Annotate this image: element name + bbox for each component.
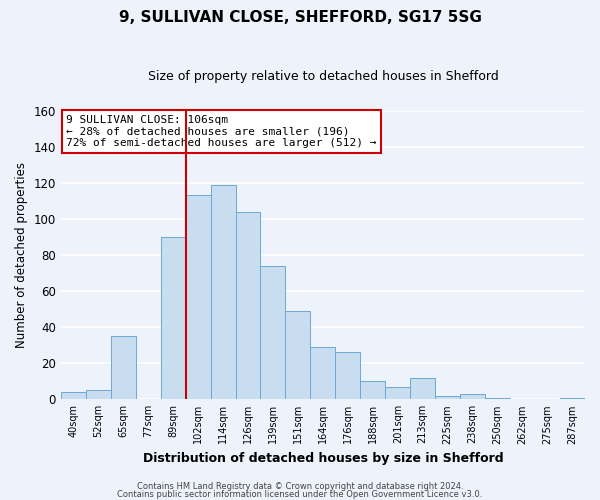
Bar xyxy=(435,396,460,400)
Bar xyxy=(485,398,510,400)
Bar xyxy=(410,378,435,400)
Bar xyxy=(335,352,361,400)
Bar xyxy=(236,212,260,400)
Bar xyxy=(86,390,111,400)
Bar xyxy=(185,196,211,400)
Text: Contains HM Land Registry data © Crown copyright and database right 2024.: Contains HM Land Registry data © Crown c… xyxy=(137,482,463,491)
Bar xyxy=(310,347,335,400)
Y-axis label: Number of detached properties: Number of detached properties xyxy=(15,162,28,348)
Bar xyxy=(286,311,310,400)
Bar xyxy=(260,266,286,400)
Text: Contains public sector information licensed under the Open Government Licence v3: Contains public sector information licen… xyxy=(118,490,482,499)
Bar xyxy=(211,184,236,400)
Bar xyxy=(560,398,585,400)
Text: 9, SULLIVAN CLOSE, SHEFFORD, SG17 5SG: 9, SULLIVAN CLOSE, SHEFFORD, SG17 5SG xyxy=(119,10,481,25)
Bar xyxy=(161,237,185,400)
X-axis label: Distribution of detached houses by size in Shefford: Distribution of detached houses by size … xyxy=(143,452,503,465)
Bar xyxy=(61,392,86,400)
Bar xyxy=(361,382,385,400)
Bar xyxy=(111,336,136,400)
Bar xyxy=(460,394,485,400)
Text: 9 SULLIVAN CLOSE: 106sqm
← 28% of detached houses are smaller (196)
72% of semi-: 9 SULLIVAN CLOSE: 106sqm ← 28% of detach… xyxy=(66,115,377,148)
Bar xyxy=(385,386,410,400)
Title: Size of property relative to detached houses in Shefford: Size of property relative to detached ho… xyxy=(148,70,498,83)
